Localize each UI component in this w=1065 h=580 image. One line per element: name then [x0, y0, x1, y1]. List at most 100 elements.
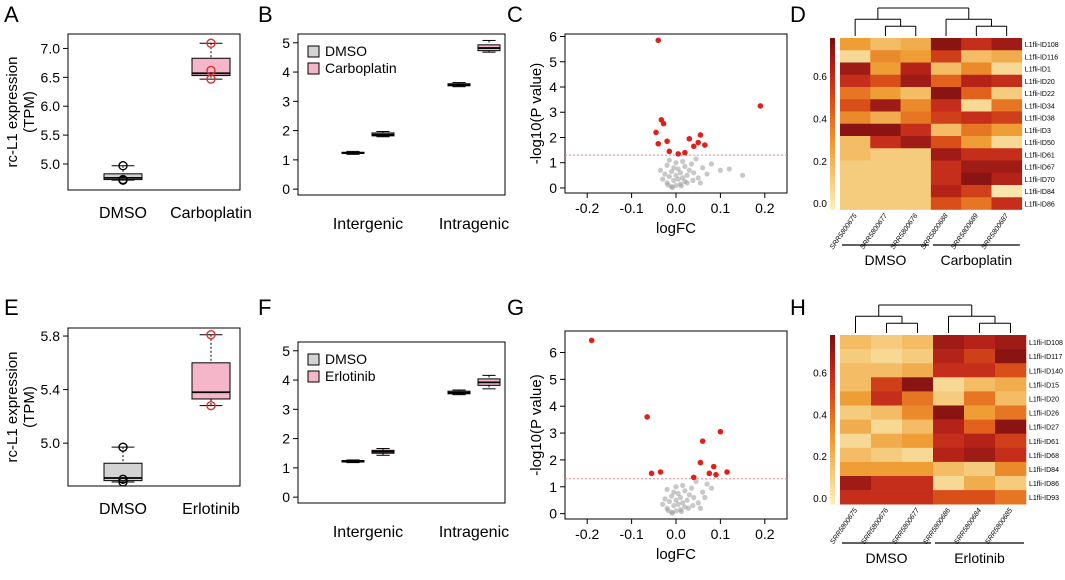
- panel-C-ns-point-21: [680, 158, 686, 165]
- panel-D-cell-1-5: [991, 50, 1023, 63]
- panel-H-cell-6-4: [964, 419, 996, 434]
- panel-H-cell-11-1: [871, 490, 903, 505]
- panel-B-box-treat-0: [371, 130, 395, 138]
- panel-C-ytick-label-5: 5: [549, 54, 557, 70]
- panel-H-cell-3-0: [840, 377, 872, 392]
- panel-C-ns-point-29: [726, 166, 732, 172]
- panel-E-point-1-1: [206, 400, 216, 411]
- panel-H-cell-11-4: [964, 490, 996, 505]
- panel-H-scale-step-20: [830, 419, 835, 425]
- panel-A-ytick-label-2: 6.0: [41, 98, 61, 114]
- panel-D-cell-5-3: [930, 99, 962, 112]
- panel-H-cell-1-1: [871, 349, 903, 364]
- panel-E-point-0-2: [118, 477, 128, 487]
- panel-D-scale-step-38: [830, 200, 835, 206]
- panel-A-ytick-label-4: 7.0: [41, 40, 61, 56]
- panel-H-cell-0-4: [964, 335, 996, 350]
- panel-H-scale-step-31: [830, 466, 835, 471]
- panel-D-cell-7-1: [870, 123, 901, 137]
- panel-H-scale-step-13: [830, 389, 835, 395]
- panel-letter-E: E: [4, 295, 19, 320]
- panel-G-ns-point-5: [671, 502, 677, 509]
- panel-D-scale-step-10: [830, 80, 835, 86]
- panel-H-scale-step-17: [830, 406, 835, 412]
- panel-H-cell-1-2: [902, 349, 934, 364]
- panel-D-cell-10-4: [961, 160, 992, 174]
- panel-F-ytick-label-4: 4: [282, 372, 290, 388]
- panel-H-scale-label-0: 0.6: [813, 369, 827, 380]
- panel-H-cell-1-5: [995, 349, 1027, 364]
- panel-D-scale-label-0: 0.6: [813, 72, 827, 83]
- panel-H-cell-1-4: [964, 349, 996, 364]
- panel-H-cell-0-2: [902, 335, 934, 350]
- panel-C-ns-point-13: [668, 168, 675, 175]
- panel-H-cell-3-3: [933, 377, 965, 392]
- panel-D-cell-0-3: [930, 38, 962, 51]
- panel-D-scale-step-19: [830, 119, 835, 125]
- panel-D-cell-12-2: [900, 185, 932, 198]
- panel-D-cell-2-5: [991, 62, 1023, 76]
- panel-D-cell-10-1: [870, 160, 901, 174]
- panel-F-ytick-label-2: 2: [282, 431, 290, 447]
- panel-D-scale-step-6: [830, 63, 835, 69]
- panel-H-cell-2-1: [871, 363, 903, 378]
- panel-C-ns-point-34: [669, 184, 676, 191]
- panel-F-xlabel-0: Intergenic: [333, 524, 403, 541]
- panel-H-cell-3-4: [964, 377, 996, 392]
- panel-H-cell-7-5: [995, 433, 1027, 449]
- panel-H-scale-step-11: [830, 381, 835, 387]
- panel-H-scale-step-18: [830, 411, 835, 416]
- panel-H-cell-5-3: [933, 405, 965, 420]
- panel-H-cell-7-2: [902, 433, 934, 449]
- panel-H-col-label-1: SRR5800676: [860, 507, 890, 546]
- panel-C-ns-point-19: [688, 161, 695, 167]
- panel-D-cell-4-0: [840, 87, 871, 100]
- panel-G-ylabel: -log10(P value): [528, 374, 545, 475]
- panel-H-row-label-7: L1fli-ID61: [1029, 439, 1059, 446]
- panel-H-cell-8-0: [840, 447, 872, 463]
- panel-C-ns-point-10: [684, 172, 690, 178]
- panel-G-ns-point-17: [682, 488, 688, 494]
- panel-G-ns-point-15: [675, 490, 681, 497]
- panel-C-ns-point-16: [671, 165, 677, 171]
- panel-B: 0 1 2 3 4 5 Intergenic Intragenic DMSOCarboplati…: [282, 33, 509, 233]
- panel-H-scale-step-26: [830, 444, 835, 450]
- panel-C-ns-point-23: [691, 170, 697, 176]
- panel-H-scale-step-29: [830, 457, 835, 463]
- panel-H-row-label-5: L1fli-ID26: [1029, 411, 1059, 418]
- panel-G-sig-point-3: [657, 469, 664, 475]
- panel-G-ns-point-22: [691, 494, 697, 501]
- panel-H-row-label-3: L1fli-ID15: [1029, 382, 1059, 389]
- panel-D-cell-3-5: [991, 74, 1023, 88]
- panel-B-box-dmso-0: [341, 150, 365, 155]
- panel-G-ytick-label-3: 3: [549, 425, 557, 441]
- panel-letter-D: D: [790, 2, 806, 27]
- panel-D-scale-step-33: [830, 179, 835, 185]
- panel-letter-C: C: [507, 2, 523, 27]
- panel-F-ytick-label-0: 0: [282, 489, 290, 505]
- panel-H-row-label-2: L1fli-ID140: [1029, 368, 1063, 375]
- panel-D-cell-4-2: [900, 87, 932, 100]
- panel-H-col-label-3: SRR5800686: [922, 507, 952, 546]
- panel-H-row-label-9: L1fli-ID84: [1029, 467, 1059, 474]
- panel-D-cell-0-0: [840, 38, 871, 51]
- panel-D-scale-step-25: [830, 145, 835, 150]
- panel-G-ns-point-19: [688, 485, 695, 491]
- panel-D-cell-7-2: [900, 123, 932, 137]
- panel-A-xlabel-1: Carboplatin: [170, 205, 252, 222]
- panel-E-point-1-0: [206, 329, 216, 340]
- panel-D-cell-13-1: [870, 197, 901, 210]
- panel-G-ns-point-30: [678, 508, 684, 515]
- panel-D-cell-4-1: [870, 87, 901, 100]
- panel-E-xlabel-0: DMSO: [99, 501, 147, 518]
- panel-D-scale-step-12: [830, 89, 835, 95]
- panel-H-scale-step-22: [830, 428, 835, 433]
- panel-C-ns-point-6: [675, 176, 681, 182]
- panel-H-scale-step-39: [830, 499, 835, 505]
- panel-C-xtick-label-3: 0.1: [711, 200, 731, 216]
- panel-D-scale-step-8: [830, 72, 835, 78]
- panel-A-point-0-2: [118, 175, 128, 185]
- panel-D-cell-13-2: [900, 197, 932, 210]
- panel-B-legend-swatch-0: [307, 45, 320, 58]
- panel-G-sig-point-7: [710, 463, 717, 470]
